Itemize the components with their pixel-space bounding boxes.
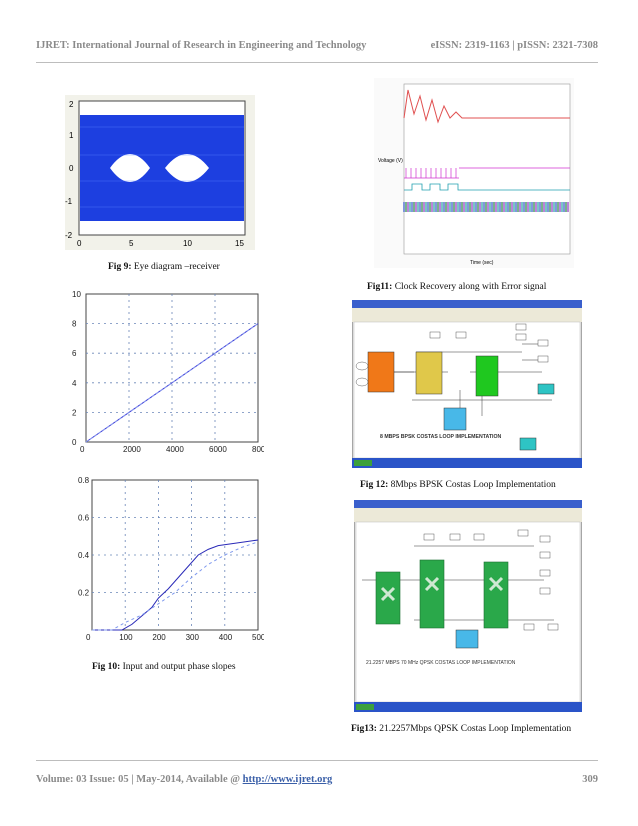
x-tick-label: 8000: [252, 445, 264, 454]
phase-slope-chart-bottom: 0 100 200 300 400 500 0.8 0.6 0.4 0.2: [78, 476, 264, 642]
fig13-caption: Fig13: 21.2257Mbps QPSK Costas Loop Impl…: [351, 724, 571, 734]
fig11-text: Clock Recovery along with Error signal: [392, 282, 547, 292]
fig9-label: Fig 9:: [108, 262, 132, 272]
y-tick-label: 0.2: [78, 589, 90, 598]
issn: eISSN: 2319-1163 | pISSN: 2321-7308: [430, 40, 598, 51]
fig10-caption: Fig 10: Input and output phase slopes: [92, 662, 236, 672]
fig10-text: Input and output phase slopes: [120, 662, 236, 672]
series-line: [92, 539, 259, 631]
eye-ytick: -1: [65, 197, 73, 206]
eye-ytick: 2: [69, 100, 74, 109]
x-tick-label: 6000: [209, 445, 227, 454]
x-tick-label: 100: [119, 633, 133, 642]
footer-rule: [36, 760, 598, 761]
series-line: [92, 541, 259, 631]
fig10-label: Fig 10:: [92, 662, 121, 672]
x-tick-label: 500: [252, 633, 264, 642]
fig11-label: Fig11:: [367, 282, 393, 292]
y-tick-label: 6: [72, 349, 77, 358]
x-tick-label: 2000: [123, 445, 141, 454]
x-tick-label: 300: [186, 633, 200, 642]
eye-xtick: 0: [77, 239, 82, 248]
fig12-banner: 8 MBPS BPSK COSTAS LOOP IMPLEMENTATION: [380, 434, 501, 440]
journal-title: IJRET: International Journal of Research…: [36, 40, 367, 51]
eye-xtick: 5: [129, 239, 134, 248]
y-tick-label: 10: [72, 290, 81, 299]
x-tick-label: 200: [152, 633, 166, 642]
y-tick-label: 0.6: [78, 514, 90, 523]
eye-xtick: 10: [183, 239, 192, 248]
fig9-caption: Fig 9: Eye diagram –receiver: [108, 262, 220, 272]
y-tick-label: 0.8: [78, 476, 90, 485]
fig13-text: 21.2257Mbps QPSK Costas Loop Implementat…: [376, 724, 572, 734]
y-tick-label: 0.4: [78, 551, 90, 560]
footer-volume-text: Volume: 03 Issue: 05 | May-2014, Availab…: [36, 774, 243, 785]
fig13-banner: 21.2257 MBPS 70 MHz QPSK COSTAS LOOP IMP…: [366, 660, 516, 666]
x-tick-label: 0: [80, 445, 85, 454]
fig12-caption: Fig 12: 8Mbps BPSK Costas Loop Implement…: [360, 480, 556, 490]
y-tick-label: 2: [72, 408, 77, 417]
eye-ytick: 0: [69, 164, 74, 173]
x-tick-label: 0: [86, 633, 91, 642]
fig12-label: Fig 12:: [360, 480, 389, 490]
eye-xtick: 15: [235, 239, 244, 248]
eye-ytick: 1: [69, 131, 74, 140]
y-tick-label: 8: [72, 320, 77, 329]
y-tick-label: 4: [72, 379, 77, 388]
fig11-caption: Fig11: Clock Recovery along with Error s…: [367, 282, 546, 292]
bpsk-simulink-screenshot: 8 MBPS BPSK COSTAS LOOP IMPLEMENTATION: [352, 300, 582, 468]
fig9-text: Eye diagram –receiver: [131, 262, 220, 272]
x-tick-label: 400: [219, 633, 233, 642]
header-rule: [36, 62, 598, 63]
series-line: [85, 323, 259, 443]
eye-ytick: -2: [65, 231, 73, 240]
y-tick-label: 0: [72, 438, 77, 447]
qpsk-simulink-screenshot: 21.2257 MBPS 70 MHz QPSK COSTAS LOOP IMP…: [354, 500, 582, 712]
clock-recovery-plot: Voltage (V) Time (sec): [374, 78, 574, 268]
footer-link[interactable]: http://www.ijret.org: [242, 774, 333, 785]
fig12-text: 8Mbps BPSK Costas Loop Implementation: [388, 480, 556, 490]
fig13-label: Fig13:: [351, 724, 377, 734]
x-tick-label: 4000: [166, 445, 184, 454]
phase-slope-chart-top: 0 2000 4000 6000 8000 10 8 6 4 2 0: [72, 290, 264, 454]
fig11-ylabel: Voltage (V): [378, 158, 403, 164]
eye-diagram: 2 1 0 -1 -2 0 5 10 15: [65, 95, 255, 250]
page-number: 309: [582, 774, 598, 785]
footer-volume: Volume: 03 Issue: 05 | May-2014, Availab…: [36, 774, 332, 785]
fig11-xlabel: Time (sec): [470, 260, 494, 266]
